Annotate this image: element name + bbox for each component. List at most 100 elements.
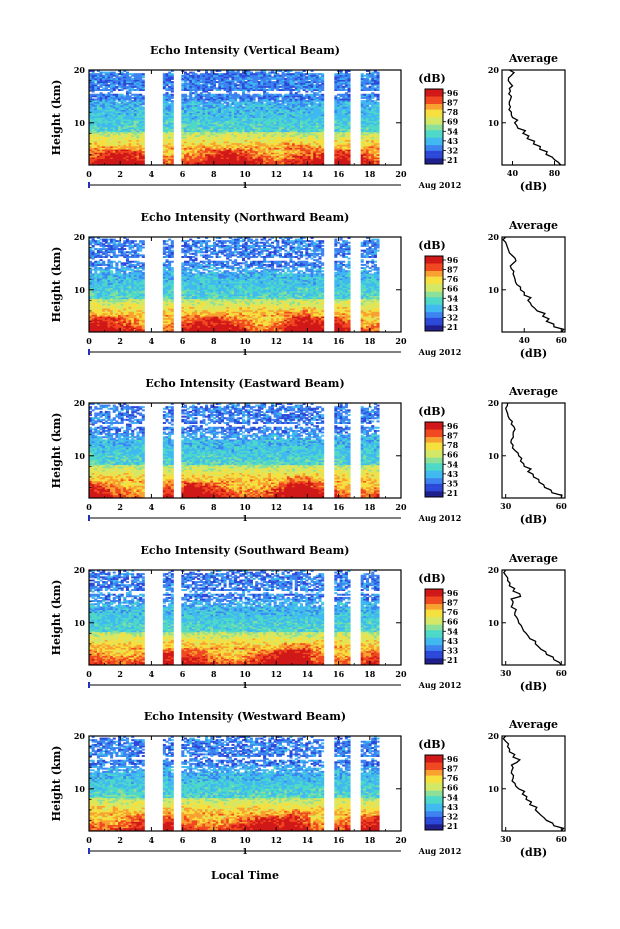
echo-cell — [305, 76, 309, 79]
echo-cell — [120, 158, 124, 161]
echo-cell — [292, 73, 296, 76]
echo-cell — [115, 152, 119, 155]
echo-cell — [197, 109, 201, 112]
echo-cell — [207, 74, 211, 77]
echo-cell — [165, 147, 169, 150]
echo-cell — [128, 95, 132, 98]
echo-cell — [112, 108, 116, 110]
echo-cell — [94, 79, 98, 82]
echo-cell — [139, 142, 143, 145]
echo-cell — [191, 114, 195, 117]
echo-cell — [112, 82, 116, 85]
echo-cell — [212, 111, 217, 114]
echo-cell — [110, 123, 114, 126]
echo-cell — [199, 87, 203, 90]
echo-cell — [183, 81, 187, 84]
echo-cell — [165, 82, 169, 85]
echo-cell — [205, 90, 209, 93]
echo-cell — [207, 89, 211, 91]
echo-cell — [123, 98, 127, 101]
echo-cell — [210, 157, 214, 160]
echo-cell — [189, 150, 193, 153]
echo-cell — [104, 112, 108, 115]
echo-cell — [186, 85, 190, 88]
echo-cell — [133, 134, 137, 137]
echo-cell — [102, 136, 106, 139]
echo-cell — [125, 125, 129, 128]
echo-cell — [223, 73, 227, 76]
echo-cell — [133, 146, 137, 148]
echo-cell — [110, 85, 114, 88]
echo-cell — [128, 158, 132, 161]
echo-cell — [94, 89, 98, 91]
echo-cell — [89, 82, 93, 85]
echo-cell — [107, 153, 111, 156]
echo-cell — [125, 122, 129, 125]
echo-cell — [102, 108, 106, 110]
echo-cell — [202, 104, 206, 107]
echo-cell — [210, 158, 214, 161]
echo-cell — [199, 133, 203, 136]
echo-cell — [125, 130, 129, 133]
echo-cell — [115, 160, 119, 163]
echo-cell — [202, 81, 206, 84]
echo-cell — [133, 158, 137, 161]
echo-cell — [123, 130, 127, 133]
echo-cell — [128, 81, 132, 84]
echo-cell — [189, 157, 193, 160]
echo-cell — [168, 138, 172, 141]
echo-cell — [123, 146, 127, 148]
echo-cell — [170, 104, 174, 107]
echo-cell — [189, 149, 193, 152]
echo-cell — [131, 123, 135, 126]
echo-cell — [139, 81, 143, 84]
echo-cell — [189, 106, 193, 109]
echo-cell — [165, 74, 169, 77]
echo-cell — [181, 101, 185, 104]
echo-cell — [136, 74, 140, 77]
echo-cell — [318, 84, 322, 87]
echo-cell — [181, 108, 185, 110]
echo-cell — [183, 106, 187, 109]
echo-cell — [141, 146, 145, 148]
echo-cell — [123, 139, 127, 142]
echo-cell — [96, 150, 100, 153]
echo-cell — [99, 93, 103, 96]
echo-cell — [210, 134, 214, 137]
echo-cell — [339, 98, 343, 101]
echo-cell — [212, 74, 217, 77]
echo-cell — [128, 119, 132, 122]
echo-cell — [110, 120, 114, 123]
echo-cell — [297, 93, 301, 96]
echo-cell — [115, 76, 119, 79]
echo-cell — [107, 158, 111, 161]
echo-cell — [186, 89, 190, 91]
echo-cell — [226, 101, 230, 104]
echo-cell — [102, 115, 106, 118]
echo-cell — [139, 155, 143, 158]
echo-cell — [313, 84, 317, 87]
echo-cell — [181, 123, 185, 126]
echo-cell — [91, 161, 95, 164]
echo-cell — [205, 147, 209, 150]
echo-cell — [212, 149, 217, 152]
echo-cell — [165, 117, 169, 120]
echo-cell — [368, 106, 372, 109]
echo-cell — [205, 82, 209, 85]
echo-cell — [197, 87, 201, 90]
echo-cell — [210, 142, 214, 145]
echo-cell — [115, 130, 119, 133]
echo-cell — [207, 79, 211, 82]
echo-cell — [165, 108, 169, 110]
echo-cell — [183, 141, 187, 144]
echo-cell — [131, 146, 135, 148]
echo-cell — [194, 149, 198, 152]
echo-cell — [99, 92, 103, 95]
echo-cell — [96, 157, 100, 160]
echo-cell — [102, 87, 106, 90]
echo-cell — [212, 108, 217, 110]
echo-cell — [139, 130, 143, 133]
echo-cell — [212, 106, 217, 109]
echo-cell — [181, 149, 185, 152]
echo-cell — [162, 146, 166, 148]
